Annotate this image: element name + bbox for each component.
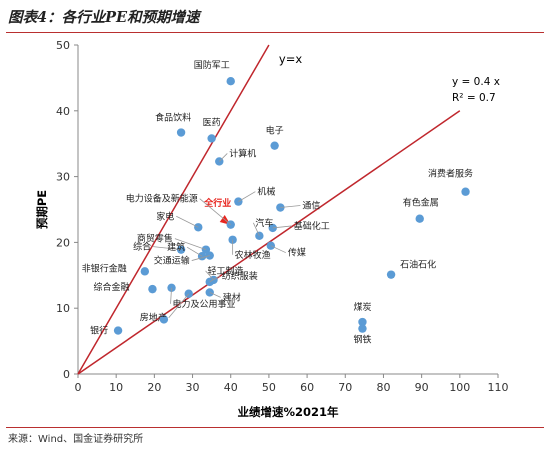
data-point bbox=[268, 223, 277, 233]
x-tick-label: 110 bbox=[488, 381, 509, 394]
data-point bbox=[148, 284, 157, 294]
source-note: 来源：Wind、国金证券研究所 bbox=[8, 434, 144, 445]
data-point-label: 房地产 bbox=[140, 312, 167, 324]
reference-line bbox=[77, 44, 270, 375]
label-leader-line bbox=[218, 153, 228, 162]
data-point-label: 纺织服装 bbox=[222, 270, 258, 282]
label-leader-line bbox=[272, 225, 292, 229]
trend-equation-label: y = 0.4 x bbox=[452, 76, 500, 88]
label-leader-line bbox=[176, 215, 199, 228]
data-point bbox=[386, 270, 396, 279]
data-point-label: 汽车 bbox=[255, 217, 273, 229]
data-point-label: 煤炭 bbox=[353, 301, 371, 313]
data-point-label: 建筑 bbox=[167, 241, 185, 253]
label-leader-line bbox=[153, 246, 182, 251]
chart-lines bbox=[77, 44, 461, 375]
label-leader-line bbox=[186, 246, 203, 257]
data-point-label: 有色金属 bbox=[403, 197, 439, 209]
data-point bbox=[176, 128, 186, 137]
data-point-label: 计算机 bbox=[229, 147, 256, 159]
label-leader-line bbox=[238, 191, 256, 202]
title-divider bbox=[6, 32, 544, 33]
label-leader-line bbox=[170, 287, 172, 304]
data-point-label: 银行 bbox=[90, 325, 108, 337]
data-point-label: 电子 bbox=[266, 125, 284, 137]
y-tick-label: 0 bbox=[63, 368, 70, 381]
data-point-label: 食品饮料 bbox=[155, 112, 191, 124]
data-point bbox=[113, 326, 123, 335]
x-tick-label: 60 bbox=[300, 381, 314, 394]
y-axis-label: 预期PE bbox=[35, 190, 49, 229]
data-point-label: 农林牧渔 bbox=[235, 249, 271, 261]
data-point-label: 综合 bbox=[133, 241, 151, 253]
x-tick-label: 90 bbox=[415, 381, 429, 394]
data-point bbox=[197, 252, 207, 261]
x-tick-label: 30 bbox=[186, 381, 200, 394]
label-leader-line bbox=[253, 222, 260, 236]
y-tick-label: 20 bbox=[56, 236, 70, 249]
y-tick-label: 50 bbox=[56, 39, 70, 52]
data-point bbox=[226, 76, 235, 86]
label-leader-line bbox=[174, 238, 207, 251]
x-tick-label: 10 bbox=[109, 381, 123, 394]
data-point bbox=[358, 324, 367, 333]
x-tick-label: 100 bbox=[449, 381, 470, 394]
label-leader-line bbox=[199, 198, 231, 225]
x-tick-label: 20 bbox=[147, 381, 161, 394]
label-leader-line bbox=[280, 205, 301, 208]
data-point-label: 电力及公用事业 bbox=[173, 298, 236, 310]
x-tick-label: 40 bbox=[224, 381, 238, 394]
label-leader-line bbox=[205, 270, 214, 281]
data-point-label: 传媒 bbox=[288, 247, 306, 259]
data-point-label: 消费者服务 bbox=[428, 168, 473, 180]
data-point bbox=[140, 267, 150, 276]
data-point-label: 交通运输 bbox=[154, 255, 190, 267]
data-point bbox=[207, 134, 216, 143]
y-tick-label: 40 bbox=[56, 105, 70, 118]
data-point-label: 钢铁 bbox=[353, 334, 371, 346]
reference-line-label: y=x bbox=[279, 52, 302, 66]
data-point-label: 轻工制造 bbox=[208, 265, 244, 277]
data-point-label: 商贸零售 bbox=[137, 233, 173, 245]
scatter-chart: 0 10 20 30 40 50 60 70 80 90 100 110 0 10 20 30 40 50 国防军… bbox=[35, 39, 509, 419]
figure-title: 图表4：各行业PE和预期增速 bbox=[8, 9, 200, 26]
label-leader-line bbox=[209, 275, 220, 283]
trend-r2-label: R² = 0.7 bbox=[452, 92, 496, 104]
y-tick-label: 10 bbox=[56, 302, 70, 315]
label-leader-line bbox=[270, 245, 286, 254]
data-point-label: 通信 bbox=[302, 200, 320, 212]
x-tick-label: 50 bbox=[262, 381, 276, 394]
data-point bbox=[270, 141, 279, 150]
x-tick-label: 0 bbox=[75, 381, 82, 394]
data-point bbox=[415, 214, 424, 223]
x-tick-label: 80 bbox=[376, 381, 390, 394]
data-point bbox=[159, 315, 169, 324]
data-point-label: 基础化工 bbox=[294, 220, 330, 232]
data-point-label: 电力设备及新能源 bbox=[126, 193, 198, 205]
data-point-label: 非银行金融 bbox=[82, 262, 127, 274]
data-point bbox=[461, 187, 470, 196]
label-leader-line bbox=[168, 293, 190, 318]
source-divider bbox=[6, 427, 544, 428]
label-leader-line bbox=[209, 292, 221, 298]
label-leader-line bbox=[191, 255, 210, 261]
data-point-label: 建材 bbox=[223, 291, 241, 303]
data-point-label: 全行业 bbox=[203, 197, 231, 209]
data-point-label: 石油石化 bbox=[400, 259, 436, 271]
chart-axes: 0 10 20 30 40 50 60 70 80 90 100 110 0 10 20 30 40 50 bbox=[56, 39, 509, 394]
data-point-label: 家电 bbox=[156, 210, 174, 222]
data-point bbox=[358, 317, 367, 327]
x-tick-label: 70 bbox=[338, 381, 352, 394]
data-point-label: 综合金融 bbox=[93, 281, 129, 293]
x-axis-label: 业绩增速%2021年 bbox=[237, 405, 339, 419]
y-tick-label: 30 bbox=[56, 171, 70, 184]
data-point-label: 机械 bbox=[257, 186, 275, 198]
data-point-label: 国防军工 bbox=[194, 59, 230, 71]
data-point-label: 医药 bbox=[203, 117, 221, 128]
